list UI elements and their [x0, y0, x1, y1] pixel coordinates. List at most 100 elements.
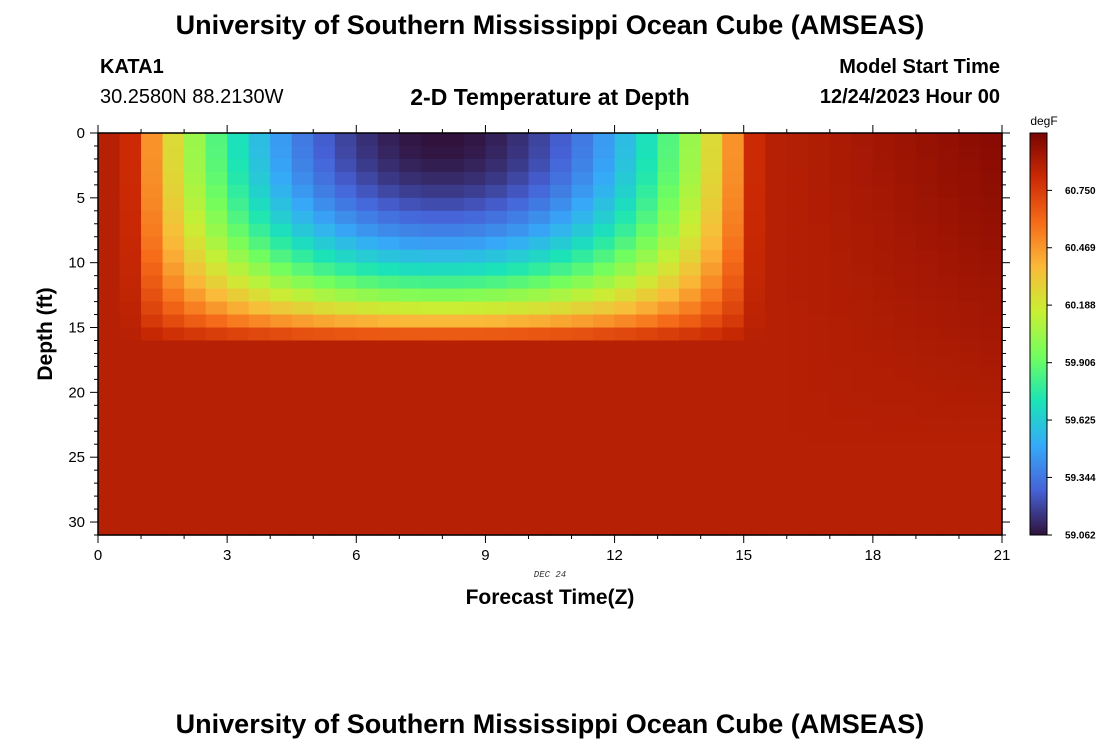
- heatmap-cell: [313, 405, 336, 419]
- heatmap-cell: [937, 262, 960, 277]
- heatmap-cell: [958, 210, 982, 225]
- heatmap-cell: [808, 379, 831, 393]
- heatmap-cell: [571, 457, 594, 471]
- heatmap-cell: [550, 522, 573, 536]
- heatmap-cell: [593, 133, 616, 147]
- heatmap-cell: [98, 145, 121, 160]
- heatmap-cell: [141, 327, 164, 342]
- heatmap-cell: [291, 470, 314, 484]
- heatmap-cell: [614, 483, 637, 497]
- heatmap-cell: [722, 301, 745, 316]
- heatmap-cell: [571, 431, 594, 445]
- heatmap-cell: [636, 288, 659, 303]
- heatmap-cell: [463, 405, 487, 419]
- heatmap-cell: [765, 275, 788, 290]
- heatmap-cell: [894, 171, 917, 186]
- heatmap-cell: [485, 340, 508, 355]
- heatmap-cell: [765, 483, 788, 497]
- heatmap-cell: [958, 145, 982, 160]
- heatmap-cell: [248, 262, 271, 277]
- heatmap-cell: [894, 405, 917, 419]
- heatmap-cell: [356, 301, 379, 316]
- heatmap-cell: [829, 197, 852, 212]
- heatmap-cell: [485, 262, 508, 277]
- heatmap-cell: [593, 197, 616, 212]
- heatmap-cell: [722, 340, 745, 355]
- heatmap-cell: [442, 133, 465, 147]
- heatmap-cell: [399, 353, 422, 368]
- heatmap-cell: [485, 418, 508, 432]
- heatmap-cell: [506, 470, 530, 484]
- heatmap-cell: [593, 184, 616, 199]
- heatmap-cell: [141, 405, 164, 419]
- heatmap-cell: [700, 249, 723, 264]
- heatmap-cell: [700, 145, 723, 160]
- heatmap-cell: [958, 444, 982, 458]
- heatmap-cell: [291, 171, 314, 186]
- heatmap-cell: [98, 210, 121, 225]
- heatmap-cell: [765, 301, 788, 316]
- heatmap-cell: [980, 327, 1003, 342]
- heatmap-cell: [291, 223, 314, 238]
- heatmap-cell: [485, 275, 508, 290]
- heatmap-cell: [571, 496, 594, 510]
- heatmap-cell: [162, 522, 185, 536]
- heatmap-cell: [980, 145, 1003, 160]
- heatmap-cell: [205, 496, 228, 510]
- heatmap-cell: [550, 431, 573, 445]
- heatmap-cell: [463, 262, 487, 277]
- heatmap-cell: [614, 288, 637, 303]
- heatmap-cell: [205, 470, 228, 484]
- heatmap-cell: [958, 236, 982, 251]
- heatmap-cell: [593, 301, 616, 316]
- heatmap-cell: [356, 483, 379, 497]
- heatmap-cell: [786, 314, 809, 329]
- heatmap-cell: [442, 457, 465, 471]
- heatmap-cell: [894, 483, 917, 497]
- heatmap-cell: [786, 327, 809, 342]
- heatmap-cell: [657, 275, 680, 290]
- heatmap-cell: [119, 418, 142, 432]
- heatmap-cell: [593, 457, 616, 471]
- heatmap-cell: [98, 353, 121, 368]
- heatmap-cell: [270, 496, 293, 510]
- heatmap-cell: [506, 392, 530, 406]
- heatmap-cell: [894, 223, 917, 238]
- heatmap-cell: [270, 457, 293, 471]
- y-tick-label: 0: [77, 125, 85, 142]
- heatmap-cell: [162, 133, 185, 147]
- heatmap-cell: [636, 366, 659, 380]
- heatmap-cell: [528, 158, 551, 173]
- heatmap-cell: [162, 288, 185, 303]
- heatmap-cell: [420, 314, 443, 329]
- heatmap-cell: [463, 483, 487, 497]
- heatmap-cell: [636, 236, 659, 251]
- heatmap-cell: [162, 262, 185, 277]
- heatmap-cell: [679, 223, 702, 238]
- heatmap-cell: [937, 249, 960, 264]
- heatmap-cell: [657, 431, 680, 445]
- heatmap-cell: [571, 158, 594, 173]
- y-axis-title: Depth (ft): [34, 287, 57, 380]
- heatmap-cell: [700, 236, 723, 251]
- heatmap-cell: [550, 236, 573, 251]
- heatmap-cell: [528, 314, 551, 329]
- heatmap-cell: [399, 301, 422, 316]
- heatmap-cell: [248, 171, 271, 186]
- heatmap-cell: [313, 210, 336, 225]
- heatmap-cell: [679, 340, 702, 355]
- heatmap-cell: [528, 522, 551, 536]
- heatmap-cell: [291, 249, 314, 264]
- heatmap-cell: [506, 483, 530, 497]
- heatmap-cell: [184, 301, 207, 316]
- heatmap-cell: [227, 353, 250, 368]
- heatmap-cell: [980, 288, 1003, 303]
- heatmap-cell: [679, 353, 702, 368]
- heatmap-cell: [119, 366, 142, 380]
- heatmap-cell: [829, 431, 852, 445]
- heatmap-cell: [894, 197, 917, 212]
- heatmap-cell: [700, 509, 723, 523]
- heatmap-cell: [377, 314, 400, 329]
- heatmap-cell: [571, 145, 594, 160]
- heatmap-cell: [743, 379, 766, 393]
